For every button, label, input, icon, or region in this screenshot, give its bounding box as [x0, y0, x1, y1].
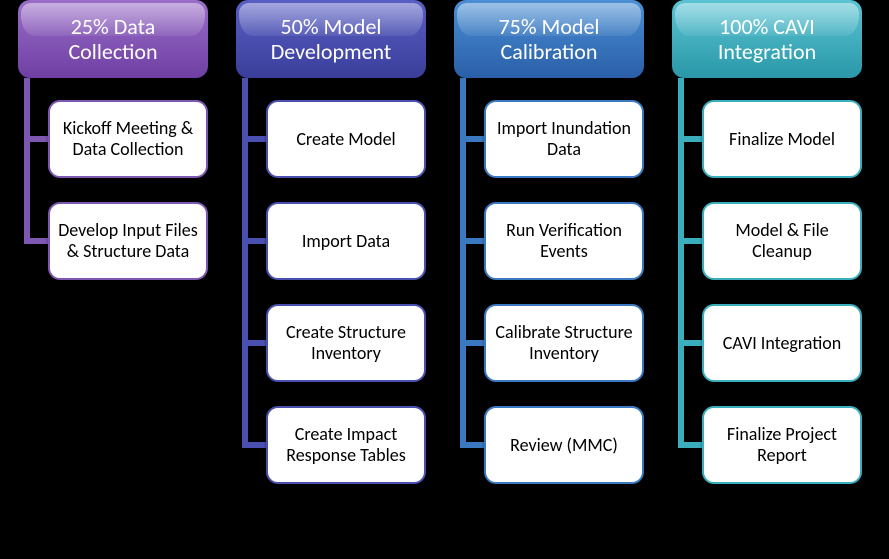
- col-model-cal-sub-1: Run Verification Events: [484, 202, 644, 280]
- col-model-cal-sub-3: Review (MMC): [484, 406, 644, 484]
- col-data-collection-header: 25% Data Collection: [18, 0, 208, 78]
- col-model-dev-connector: [242, 78, 248, 448]
- col-cavi-sub-2: CAVI Integration: [702, 304, 862, 382]
- col-model-cal: 75% Model CalibrationImport Inundation D…: [454, 0, 644, 78]
- col-model-dev-sub-2: Create Structure Inventory: [266, 304, 426, 382]
- col-model-dev: 50% Model DevelopmentCreate ModelImport …: [236, 0, 426, 78]
- col-model-dev-sub-3: Create Impact Response Tables: [266, 406, 426, 484]
- col-cavi-header: 100% CAVI Integration: [672, 0, 862, 78]
- col-data-collection-hconn-0: [24, 136, 48, 142]
- col-model-dev-hconn-0: [242, 136, 266, 142]
- col-cavi-connector: [678, 78, 684, 448]
- col-model-cal-hconn-3: [460, 442, 484, 448]
- col-cavi-hconn-3: [678, 442, 702, 448]
- col-model-dev-header: 50% Model Development: [236, 0, 426, 78]
- col-cavi-sub-1: Model & File Cleanup: [702, 202, 862, 280]
- col-model-cal-connector: [460, 78, 466, 448]
- col-model-dev-hconn-1: [242, 238, 266, 244]
- diagram-canvas: 25% Data Collection Kickoff Meeting & Dat…: [0, 0, 889, 559]
- col-model-cal-sub-0: Import Inundation Data: [484, 100, 644, 178]
- col-cavi-sub-3: Finalize Project Report: [702, 406, 862, 484]
- col-cavi: 100% CAVI IntegrationFinalize ModelModel…: [672, 0, 862, 78]
- col-model-dev-sub-0: Create Model: [266, 100, 426, 178]
- col-model-cal-hconn-2: [460, 340, 484, 346]
- col-data-collection-hconn-1: [24, 238, 48, 244]
- col-data-collection-sub-0: Kickoff Meeting & Data Collection: [48, 100, 208, 178]
- col-data-collection: 25% Data CollectionKickoff Meeting & Dat…: [18, 0, 208, 78]
- col-data-collection-sub-1: Develop Input Files & Structure Data: [48, 202, 208, 280]
- col-model-cal-sub-2: Calibrate Structure Inventory: [484, 304, 644, 382]
- col-cavi-sub-0: Finalize Model: [702, 100, 862, 178]
- col-data-collection-connector: [24, 78, 30, 244]
- col-model-cal-hconn-1: [460, 238, 484, 244]
- col-model-dev-hconn-3: [242, 442, 266, 448]
- col-cavi-hconn-2: [678, 340, 702, 346]
- col-model-cal-header: 75% Model Calibration: [454, 0, 644, 78]
- col-model-dev-hconn-2: [242, 340, 266, 346]
- col-model-dev-sub-1: Import Data: [266, 202, 426, 280]
- col-cavi-hconn-1: [678, 238, 702, 244]
- col-cavi-hconn-0: [678, 136, 702, 142]
- col-model-cal-hconn-0: [460, 136, 484, 142]
